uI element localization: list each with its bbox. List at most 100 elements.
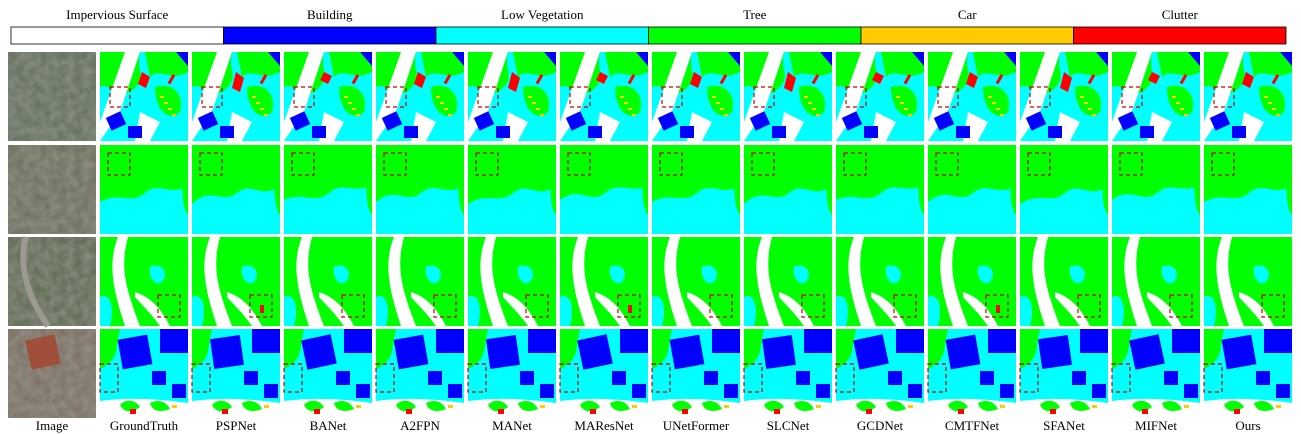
region bbox=[620, 96, 624, 98]
region bbox=[264, 405, 269, 408]
region bbox=[632, 405, 637, 408]
legend-swatch bbox=[436, 27, 649, 44]
region bbox=[152, 371, 166, 385]
segmentation-tile bbox=[468, 329, 556, 418]
region bbox=[1088, 108, 1092, 110]
region bbox=[352, 108, 356, 110]
image-tile bbox=[8, 329, 96, 418]
segmentation-tile bbox=[744, 329, 832, 418]
region bbox=[468, 399, 556, 418]
region bbox=[1180, 108, 1184, 110]
region bbox=[772, 126, 786, 138]
column-label: GroundTruth bbox=[110, 418, 179, 433]
legend-label: Tree bbox=[743, 7, 767, 22]
region bbox=[896, 329, 924, 353]
region bbox=[628, 108, 632, 110]
region bbox=[624, 102, 628, 104]
segmentation-tile bbox=[652, 52, 740, 141]
region bbox=[244, 371, 258, 385]
region bbox=[160, 96, 164, 98]
region bbox=[436, 329, 464, 353]
region bbox=[724, 384, 738, 398]
region bbox=[1276, 384, 1290, 398]
region bbox=[1020, 399, 1108, 418]
segmentation-tile bbox=[284, 52, 372, 141]
segmentation-tile bbox=[836, 145, 924, 234]
column-label: SFANet bbox=[1043, 418, 1085, 433]
column-label: PSPNet bbox=[216, 418, 257, 433]
region bbox=[588, 126, 602, 138]
region bbox=[1080, 329, 1108, 353]
region bbox=[992, 102, 996, 104]
region bbox=[536, 108, 540, 110]
segmentation-tile bbox=[376, 329, 464, 418]
segmentation-tile bbox=[560, 237, 648, 326]
segmentation-tile bbox=[376, 145, 464, 234]
legend-swatch bbox=[861, 27, 1074, 44]
segmentation-tile bbox=[284, 329, 372, 418]
region bbox=[160, 329, 188, 353]
region bbox=[956, 126, 970, 138]
region bbox=[376, 237, 464, 326]
region bbox=[996, 108, 1000, 110]
region bbox=[804, 329, 832, 353]
region bbox=[260, 305, 264, 313]
region bbox=[1092, 114, 1096, 116]
region bbox=[100, 237, 188, 326]
segmentation-tile bbox=[744, 237, 832, 326]
region bbox=[376, 399, 464, 418]
region bbox=[540, 384, 554, 398]
region bbox=[904, 108, 908, 110]
segmentation-tile bbox=[468, 52, 556, 141]
page: Impervious SurfaceBuildingLow Vegetation… bbox=[0, 0, 1301, 434]
region bbox=[1142, 409, 1148, 414]
segmentation-tile bbox=[1112, 145, 1200, 234]
segmentation-tile bbox=[284, 237, 372, 326]
region bbox=[1000, 114, 1004, 116]
region bbox=[356, 405, 361, 408]
photo-texture bbox=[8, 145, 96, 234]
segmentation-tile bbox=[560, 329, 648, 418]
segmentation-tile bbox=[560, 52, 648, 141]
region bbox=[1264, 329, 1292, 353]
region bbox=[1092, 405, 1097, 408]
region bbox=[682, 409, 688, 414]
region bbox=[1204, 399, 1292, 418]
region bbox=[312, 126, 326, 138]
region bbox=[612, 371, 626, 385]
region bbox=[222, 409, 228, 414]
region bbox=[336, 371, 350, 385]
segmentation-tile bbox=[1020, 145, 1108, 234]
region bbox=[988, 329, 1016, 353]
region bbox=[498, 409, 504, 414]
segmentation-tile bbox=[928, 237, 1016, 326]
region bbox=[652, 237, 740, 326]
segmentation-tile bbox=[376, 52, 464, 141]
segmentation-tile bbox=[192, 237, 280, 326]
region bbox=[1072, 371, 1086, 385]
legend-label: Impervious Surface bbox=[66, 7, 168, 22]
region bbox=[946, 335, 981, 370]
segmentation-tile bbox=[652, 237, 740, 326]
region bbox=[394, 335, 429, 370]
region bbox=[168, 108, 172, 110]
legend-label: Clutter bbox=[1162, 7, 1199, 22]
region bbox=[980, 371, 994, 385]
region bbox=[436, 96, 440, 98]
region bbox=[448, 405, 453, 408]
region bbox=[172, 384, 186, 398]
region bbox=[118, 335, 153, 370]
region bbox=[444, 108, 448, 110]
region bbox=[496, 126, 510, 138]
region bbox=[836, 399, 924, 418]
region bbox=[1176, 102, 1180, 104]
region bbox=[314, 409, 320, 414]
region bbox=[468, 237, 556, 326]
region bbox=[1092, 384, 1106, 398]
region bbox=[220, 126, 234, 138]
region bbox=[1222, 335, 1257, 370]
region bbox=[1000, 405, 1005, 408]
segmentation-tile bbox=[1020, 329, 1108, 418]
region bbox=[172, 114, 176, 116]
segmentation-tile bbox=[928, 145, 1016, 234]
